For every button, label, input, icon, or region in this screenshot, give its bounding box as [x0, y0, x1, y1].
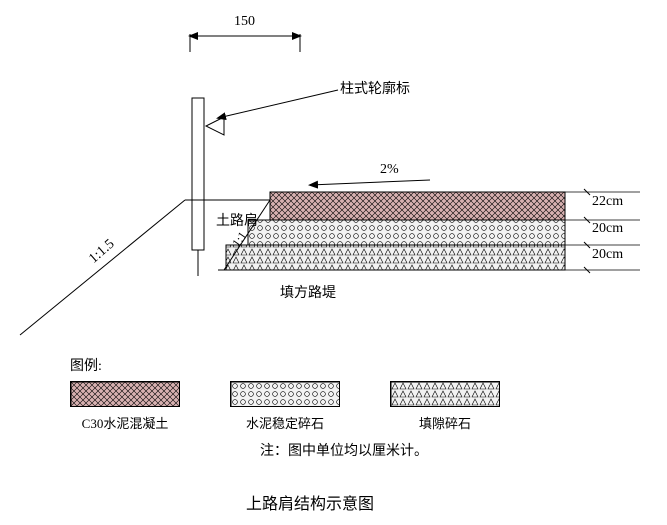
dim-150-label: 150: [234, 14, 255, 30]
shoulder-label: 土路肩: [216, 210, 258, 230]
legend-heading: 图例:: [70, 355, 630, 375]
fill-embankment-label: 填方路堤: [280, 282, 336, 302]
legend-label-2: 填隙碎石: [419, 413, 471, 432]
layer3-thick-label: 20cm: [592, 247, 623, 263]
layer1-thick-label: 22cm: [592, 194, 623, 210]
note-text: 注：图中单位均以厘米计。: [260, 440, 428, 460]
legend-item-0: C30水泥混凝土: [70, 381, 180, 432]
legend-item-2: 填隙碎石: [390, 381, 500, 432]
diagram-canvas: 150 柱式轮廓标 2% 土路肩 1:1.5 1:1 填方路堤 22cm 20c…: [0, 0, 667, 340]
legend-swatch-0: [70, 381, 180, 407]
legend-area: 图例: C30水泥混凝土 水泥稳定碎石 填隙碎石: [70, 355, 630, 432]
post-marker-label: 柱式轮廓标: [340, 78, 410, 98]
legend-item-1: 水泥稳定碎石: [230, 381, 340, 432]
legend-row: C30水泥混凝土 水泥稳定碎石 填隙碎石: [70, 381, 630, 432]
legend-swatch-2: [390, 381, 500, 407]
legend-label-1: 水泥稳定碎石: [246, 413, 324, 432]
slope-2pct-label: 2%: [380, 162, 399, 178]
layer2-thick-label: 20cm: [592, 221, 623, 237]
legend-swatch-1: [230, 381, 340, 407]
legend-label-0: C30水泥混凝土: [82, 413, 169, 432]
diagram-title: 上路肩结构示意图: [246, 490, 374, 514]
